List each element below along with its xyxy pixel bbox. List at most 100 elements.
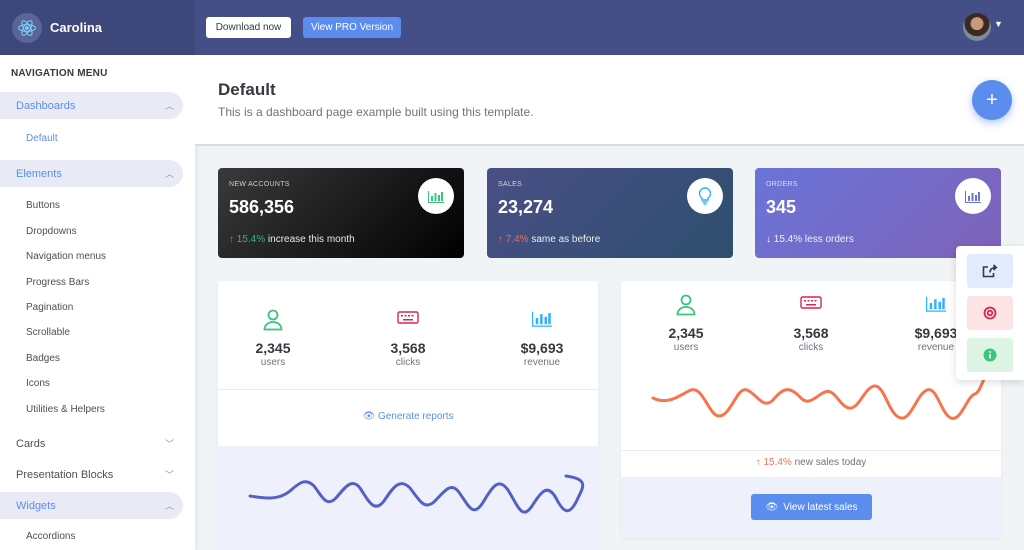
- sparkline-area: [218, 446, 598, 550]
- sidebar-group-label: Widgets: [16, 499, 56, 512]
- lifebuoy-icon[interactable]: [967, 296, 1013, 330]
- stat-value: 345: [766, 197, 797, 217]
- page-title: Default: [218, 80, 276, 99]
- sidebar-group-label: Cards: [16, 437, 46, 450]
- metrics-card-left: 2,345 users 3,568 clicks $9,693 revenue …: [218, 281, 598, 550]
- metric-value: 3,568: [390, 340, 426, 356]
- chevron-down-icon: ﹀: [164, 470, 174, 480]
- share-icon[interactable]: [967, 254, 1013, 288]
- sidebar-group-label: Dashboards: [16, 99, 76, 112]
- sidebar-item-pagination[interactable]: Pagination: [26, 302, 74, 313]
- view-pro-button[interactable]: View PRO Version: [303, 17, 401, 38]
- stat-note: same as before: [531, 234, 601, 245]
- metrics-card-right: 2,345 users 3,568 clicks $9,693 revenue …: [621, 281, 1001, 538]
- metric-label: clicks: [395, 357, 421, 368]
- eye-icon: 👁: [362, 411, 376, 422]
- sidebar-group-cards[interactable]: Cards ﹀: [0, 430, 183, 457]
- generate-reports-label: Generate reports: [377, 411, 454, 422]
- stat-value: 586,356: [229, 197, 295, 217]
- metric-clicks: 3,568 clicks: [358, 309, 458, 368]
- user-icon: [223, 309, 323, 331]
- sidebar-group-presentation-blocks[interactable]: Presentation Blocks ﹀: [0, 461, 183, 488]
- sidebar-item-badges[interactable]: Badges: [26, 353, 60, 364]
- stat-change: 15.4%: [236, 234, 266, 245]
- stat-card-orders: ORDERS 345 ↓ 15.4% less orders: [755, 168, 1001, 258]
- sidebar-item-default[interactable]: Default: [26, 133, 58, 144]
- download-button[interactable]: Download now: [206, 17, 291, 38]
- brand[interactable]: Carolina: [0, 0, 195, 55]
- view-latest-sales-button[interactable]: 👁 View latest sales: [751, 494, 872, 520]
- app-name: Carolina: [50, 20, 103, 35]
- info-icon[interactable]: [967, 338, 1013, 372]
- chevron-up-icon: ︿: [164, 501, 174, 511]
- sidebar-item-utilities-helpers[interactable]: Utilities & Helpers: [26, 404, 105, 415]
- bar-chart-icon: [492, 309, 592, 331]
- react-logo-icon: [12, 12, 42, 43]
- metric-revenue: $9,693 revenue: [886, 294, 986, 353]
- sidebar-item-navigation-menus[interactable]: Navigation menus: [26, 251, 107, 262]
- sidebar-group-dashboards[interactable]: Dashboards ︿: [0, 92, 183, 119]
- metric-value: 3,568: [793, 325, 829, 341]
- arrow-up-icon: ↑: [498, 234, 503, 245]
- bar-chart-icon: [886, 294, 986, 316]
- stat-change: 15.4%: [773, 234, 803, 245]
- sidebar-item-buttons[interactable]: Buttons: [26, 200, 60, 211]
- chevron-down-icon: ﹀: [164, 439, 174, 449]
- sidebar-item-accordions[interactable]: Accordions: [26, 531, 76, 542]
- sidebar-item-dropdowns[interactable]: Dropdowns: [26, 226, 77, 237]
- sales-change: 15.4%: [763, 457, 792, 468]
- generate-reports-link[interactable]: 👁 Generate reports: [218, 411, 598, 422]
- stat-footer: ↑ 15.4% increase this month: [229, 234, 355, 245]
- page-subtitle: This is a dashboard page example built u…: [218, 105, 534, 119]
- metric-label: revenue: [917, 342, 955, 353]
- divider: [621, 450, 1001, 451]
- nav-heading: NAVIGATION MENU: [11, 68, 108, 79]
- stat-value: 23,274: [498, 197, 554, 217]
- metric-label: users: [260, 357, 286, 368]
- stat-change: 7.4%: [505, 234, 529, 245]
- avatar[interactable]: [963, 13, 991, 41]
- sidebar-group-label: Presentation Blocks: [16, 468, 114, 481]
- metric-label: revenue: [523, 357, 561, 368]
- stat-card-sales: SALES 23,274 ↑ 7.4% same as before: [487, 168, 733, 258]
- metric-value: $9,693: [520, 340, 564, 356]
- eye-icon: 👁: [765, 501, 779, 513]
- metric-value: 2,345: [668, 325, 704, 341]
- add-button[interactable]: +: [972, 80, 1012, 120]
- sales-today: ↑ 15.4% new sales today: [621, 457, 1001, 468]
- stat-note: increase this month: [267, 234, 355, 245]
- sidebar-item-icons[interactable]: Icons: [26, 378, 50, 389]
- sidebar-group-label: Elements: [16, 167, 62, 180]
- bar-chart-icon: [955, 178, 991, 214]
- metric-users: 2,345 users: [636, 294, 736, 353]
- stat-label: SALES: [498, 181, 523, 188]
- stat-note: less orders: [804, 234, 854, 245]
- chevron-up-icon: ︿: [164, 169, 174, 179]
- sidebar-group-elements[interactable]: Elements ︿: [0, 160, 183, 187]
- stat-footer: ↓ 15.4% less orders: [766, 234, 854, 245]
- lightbulb-icon: [687, 178, 723, 214]
- card-footer: 👁 View latest sales: [621, 477, 1001, 538]
- arrow-down-icon: ↓: [766, 234, 771, 245]
- chevron-up-icon: ︿: [164, 101, 174, 111]
- divider: [218, 389, 598, 390]
- top-header: Carolina Download now View PRO Version ▼: [0, 0, 1024, 55]
- page-title-box: Default This is a dashboard page example…: [195, 55, 1024, 146]
- sidebar-item-progress-bars[interactable]: Progress Bars: [26, 277, 90, 288]
- stat-label: ORDERS: [766, 181, 798, 188]
- sparkline-chart: [651, 368, 991, 420]
- sidebar: NAVIGATION MENU Dashboards ︿ Default Ele…: [0, 55, 195, 550]
- floating-tools-panel: [956, 246, 1024, 380]
- sidebar-item-scrollable[interactable]: Scrollable: [26, 327, 70, 338]
- metric-revenue: $9,693 revenue: [492, 309, 592, 368]
- sidebar-group-widgets[interactable]: Widgets ︿: [0, 492, 183, 519]
- stat-footer: ↑ 7.4% same as before: [498, 234, 600, 245]
- metric-value: $9,693: [914, 325, 958, 341]
- sparkline-chart: [248, 474, 585, 514]
- chevron-down-icon[interactable]: ▼: [994, 19, 1003, 29]
- keyboard-icon: [358, 309, 458, 331]
- user-icon: [636, 294, 736, 316]
- arrow-up-icon: ↑: [755, 457, 761, 468]
- sales-note: new sales today: [794, 457, 867, 468]
- metric-users: 2,345 users: [223, 309, 323, 368]
